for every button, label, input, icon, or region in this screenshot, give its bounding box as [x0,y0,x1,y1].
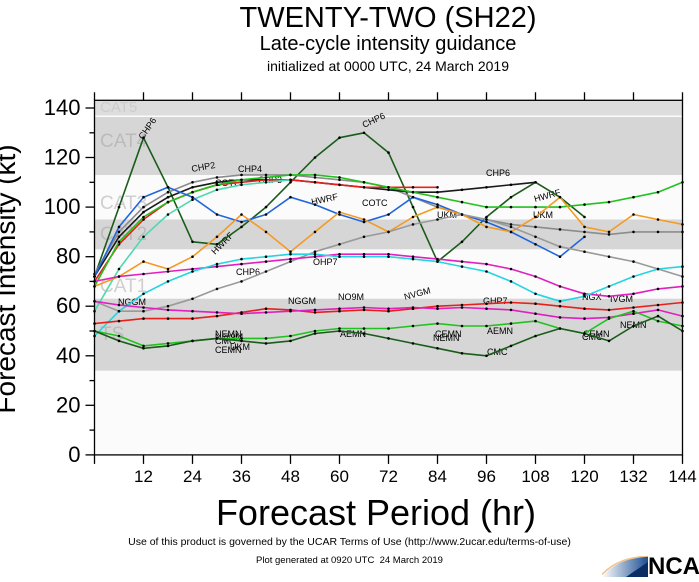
svg-text:0: 0 [68,442,80,467]
svg-text:36: 36 [232,467,251,486]
svg-text:72: 72 [379,467,398,486]
svg-text:48: 48 [281,467,300,486]
svg-text:COTC: COTC [362,198,388,208]
svg-text:100: 100 [44,194,81,219]
svg-text:CHP4: CHP4 [238,164,262,174]
svg-text:NGGM: NGGM [288,296,316,306]
svg-text:140: 140 [44,95,81,120]
svg-text:CEMN: CEMN [215,345,242,355]
svg-text:96: 96 [477,467,496,486]
svg-text:12: 12 [134,467,153,486]
svg-text:144: 144 [668,467,696,486]
svg-text:AEMN: AEMN [487,326,513,336]
svg-text:CEMN: CEMN [435,329,462,339]
svg-text:84: 84 [428,467,447,486]
svg-text:OHP7: OHP7 [313,257,338,267]
svg-text:40: 40 [56,343,80,368]
svg-text:120: 120 [570,467,598,486]
svg-text:120: 120 [44,145,81,170]
svg-text:24: 24 [183,467,202,486]
svg-text:108: 108 [521,467,549,486]
svg-text:132: 132 [619,467,647,486]
svg-text:60: 60 [330,467,349,486]
svg-text:NO9M: NO9M [338,292,364,302]
svg-text:60: 60 [56,293,80,318]
svg-text:80: 80 [56,244,80,269]
svg-text:20: 20 [56,392,80,417]
svg-text:CHP6: CHP6 [486,168,510,178]
svg-text:CAT5: CAT5 [100,99,137,116]
